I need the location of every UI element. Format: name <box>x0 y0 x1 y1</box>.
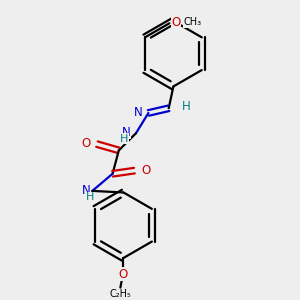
Text: O: O <box>172 16 181 28</box>
Text: O: O <box>141 164 151 176</box>
Text: O: O <box>81 137 90 150</box>
Text: O: O <box>119 268 128 281</box>
Text: C₂H₅: C₂H₅ <box>110 290 131 299</box>
Text: N: N <box>82 184 91 197</box>
Text: N: N <box>134 106 143 118</box>
Text: H: H <box>120 134 129 144</box>
Text: H: H <box>85 192 94 202</box>
Text: H: H <box>182 100 190 113</box>
Text: N: N <box>122 126 130 139</box>
Text: CH₃: CH₃ <box>184 17 202 27</box>
